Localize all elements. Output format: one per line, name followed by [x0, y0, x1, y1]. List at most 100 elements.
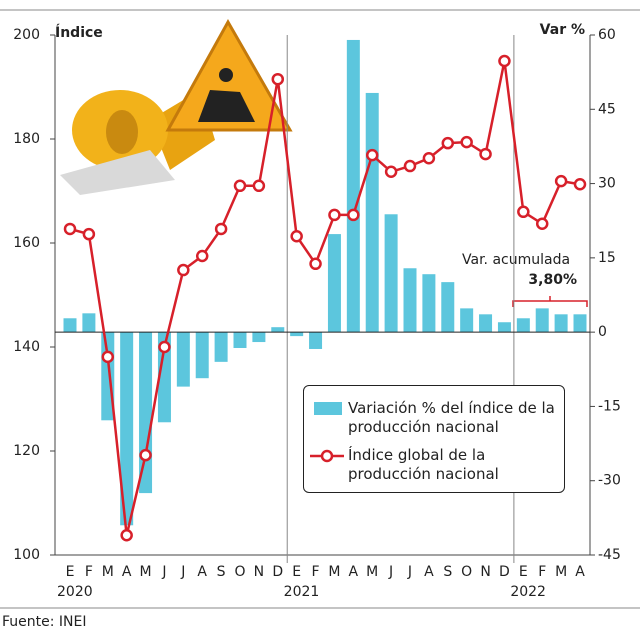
x-tick-label: E — [292, 564, 301, 580]
legend-label: Variación % del índice de la producción … — [348, 399, 555, 436]
y-axis-title: Índice — [55, 24, 103, 41]
line-point — [403, 159, 417, 173]
bar — [535, 308, 549, 333]
line-point — [347, 208, 360, 222]
y2-axis-title: Var % — [540, 22, 585, 38]
y2-tick-label: 15 — [598, 250, 616, 266]
x-tick-label: M — [366, 564, 378, 580]
x-tick-label: J — [407, 564, 412, 580]
x-tick-label: M — [328, 564, 340, 580]
line-point — [271, 72, 285, 86]
x-tick-label: M — [140, 564, 152, 580]
line-point — [252, 179, 266, 193]
bar — [460, 308, 474, 333]
line-point — [177, 263, 190, 277]
line-point — [384, 165, 398, 179]
bar — [195, 332, 209, 379]
x-tick-label: O — [461, 564, 472, 580]
illustration — [60, 18, 293, 195]
x-tick-label: F — [85, 564, 93, 580]
y2-tick-label: 30 — [598, 176, 616, 192]
annotation-value: 3,80% — [528, 272, 577, 288]
bar — [139, 332, 153, 494]
legend: Variación % del índice de la producción … — [303, 385, 565, 493]
line-point — [365, 148, 379, 162]
x-tick-label: A — [424, 564, 434, 580]
x-tick-label: J — [180, 564, 185, 580]
line-point — [233, 179, 247, 193]
y-tick-label: 160 — [13, 235, 40, 251]
x-tick-label: A — [122, 564, 132, 580]
line-point — [309, 257, 322, 271]
bar — [554, 314, 568, 333]
y2-tick-label: -45 — [598, 547, 621, 563]
legend-label: Índice global de la producción nacional — [348, 446, 499, 483]
x-tick-label: S — [217, 564, 226, 580]
line-point — [554, 174, 568, 188]
annotation-bracket — [512, 296, 588, 307]
line-point — [63, 222, 77, 236]
bar — [346, 39, 360, 333]
source: Fuente: INEI — [2, 614, 87, 630]
bar — [441, 282, 455, 333]
bar — [403, 268, 417, 333]
line-point — [498, 54, 511, 68]
x-tick-label: D — [499, 564, 510, 580]
bar — [233, 332, 247, 348]
bar — [120, 332, 134, 526]
bar — [82, 313, 96, 333]
bar — [422, 274, 436, 333]
bar — [63, 318, 77, 333]
bar — [157, 332, 171, 423]
bar — [384, 214, 398, 333]
x-tick-label: A — [197, 564, 207, 580]
bar — [214, 332, 228, 362]
x-tick-label: E — [66, 564, 75, 580]
line-point — [460, 135, 473, 149]
bar — [573, 314, 587, 333]
y-tick-label: 200 — [13, 27, 40, 43]
line-point — [139, 448, 152, 462]
year-label: 2020 — [57, 584, 93, 600]
bar — [176, 332, 190, 387]
bar — [252, 332, 266, 343]
x-tick-label: M — [555, 564, 567, 580]
line-point — [195, 249, 209, 263]
line-point — [573, 177, 587, 191]
x-tick-label: A — [575, 564, 585, 580]
y-tick-label: 180 — [13, 131, 40, 147]
legend-swatch — [310, 449, 344, 463]
bar — [365, 92, 379, 333]
bar — [290, 332, 304, 337]
line-point — [328, 208, 341, 222]
line-point — [101, 350, 115, 364]
line-point — [517, 205, 530, 219]
x-tick-label: J — [388, 564, 393, 580]
x-tick-label: M — [102, 564, 114, 580]
line-point — [422, 151, 436, 165]
y2-tick-label: 60 — [598, 27, 616, 43]
line-point — [120, 528, 133, 542]
x-tick-label: D — [272, 564, 283, 580]
bar — [479, 314, 493, 333]
x-tick-label: S — [443, 564, 452, 580]
bar — [327, 234, 341, 333]
x-tick-label: N — [254, 564, 264, 580]
x-tick-label: O — [234, 564, 245, 580]
line-point — [158, 340, 171, 354]
y-tick-label: 120 — [13, 443, 40, 459]
y2-tick-label: 0 — [598, 324, 607, 340]
line-point — [214, 222, 228, 236]
line-point — [290, 229, 303, 243]
x-tick-label: F — [538, 564, 546, 580]
line — [69, 60, 581, 536]
y-tick-label: 100 — [13, 547, 40, 563]
legend-swatch — [314, 402, 342, 415]
y2-tick-label: -30 — [598, 473, 621, 489]
y2-tick-label: 45 — [598, 101, 616, 117]
bar — [271, 327, 285, 333]
year-label: 2021 — [284, 584, 320, 600]
annotation: Var. acumulada — [462, 252, 570, 268]
x-tick-label: E — [519, 564, 528, 580]
x-tick-label: N — [480, 564, 490, 580]
